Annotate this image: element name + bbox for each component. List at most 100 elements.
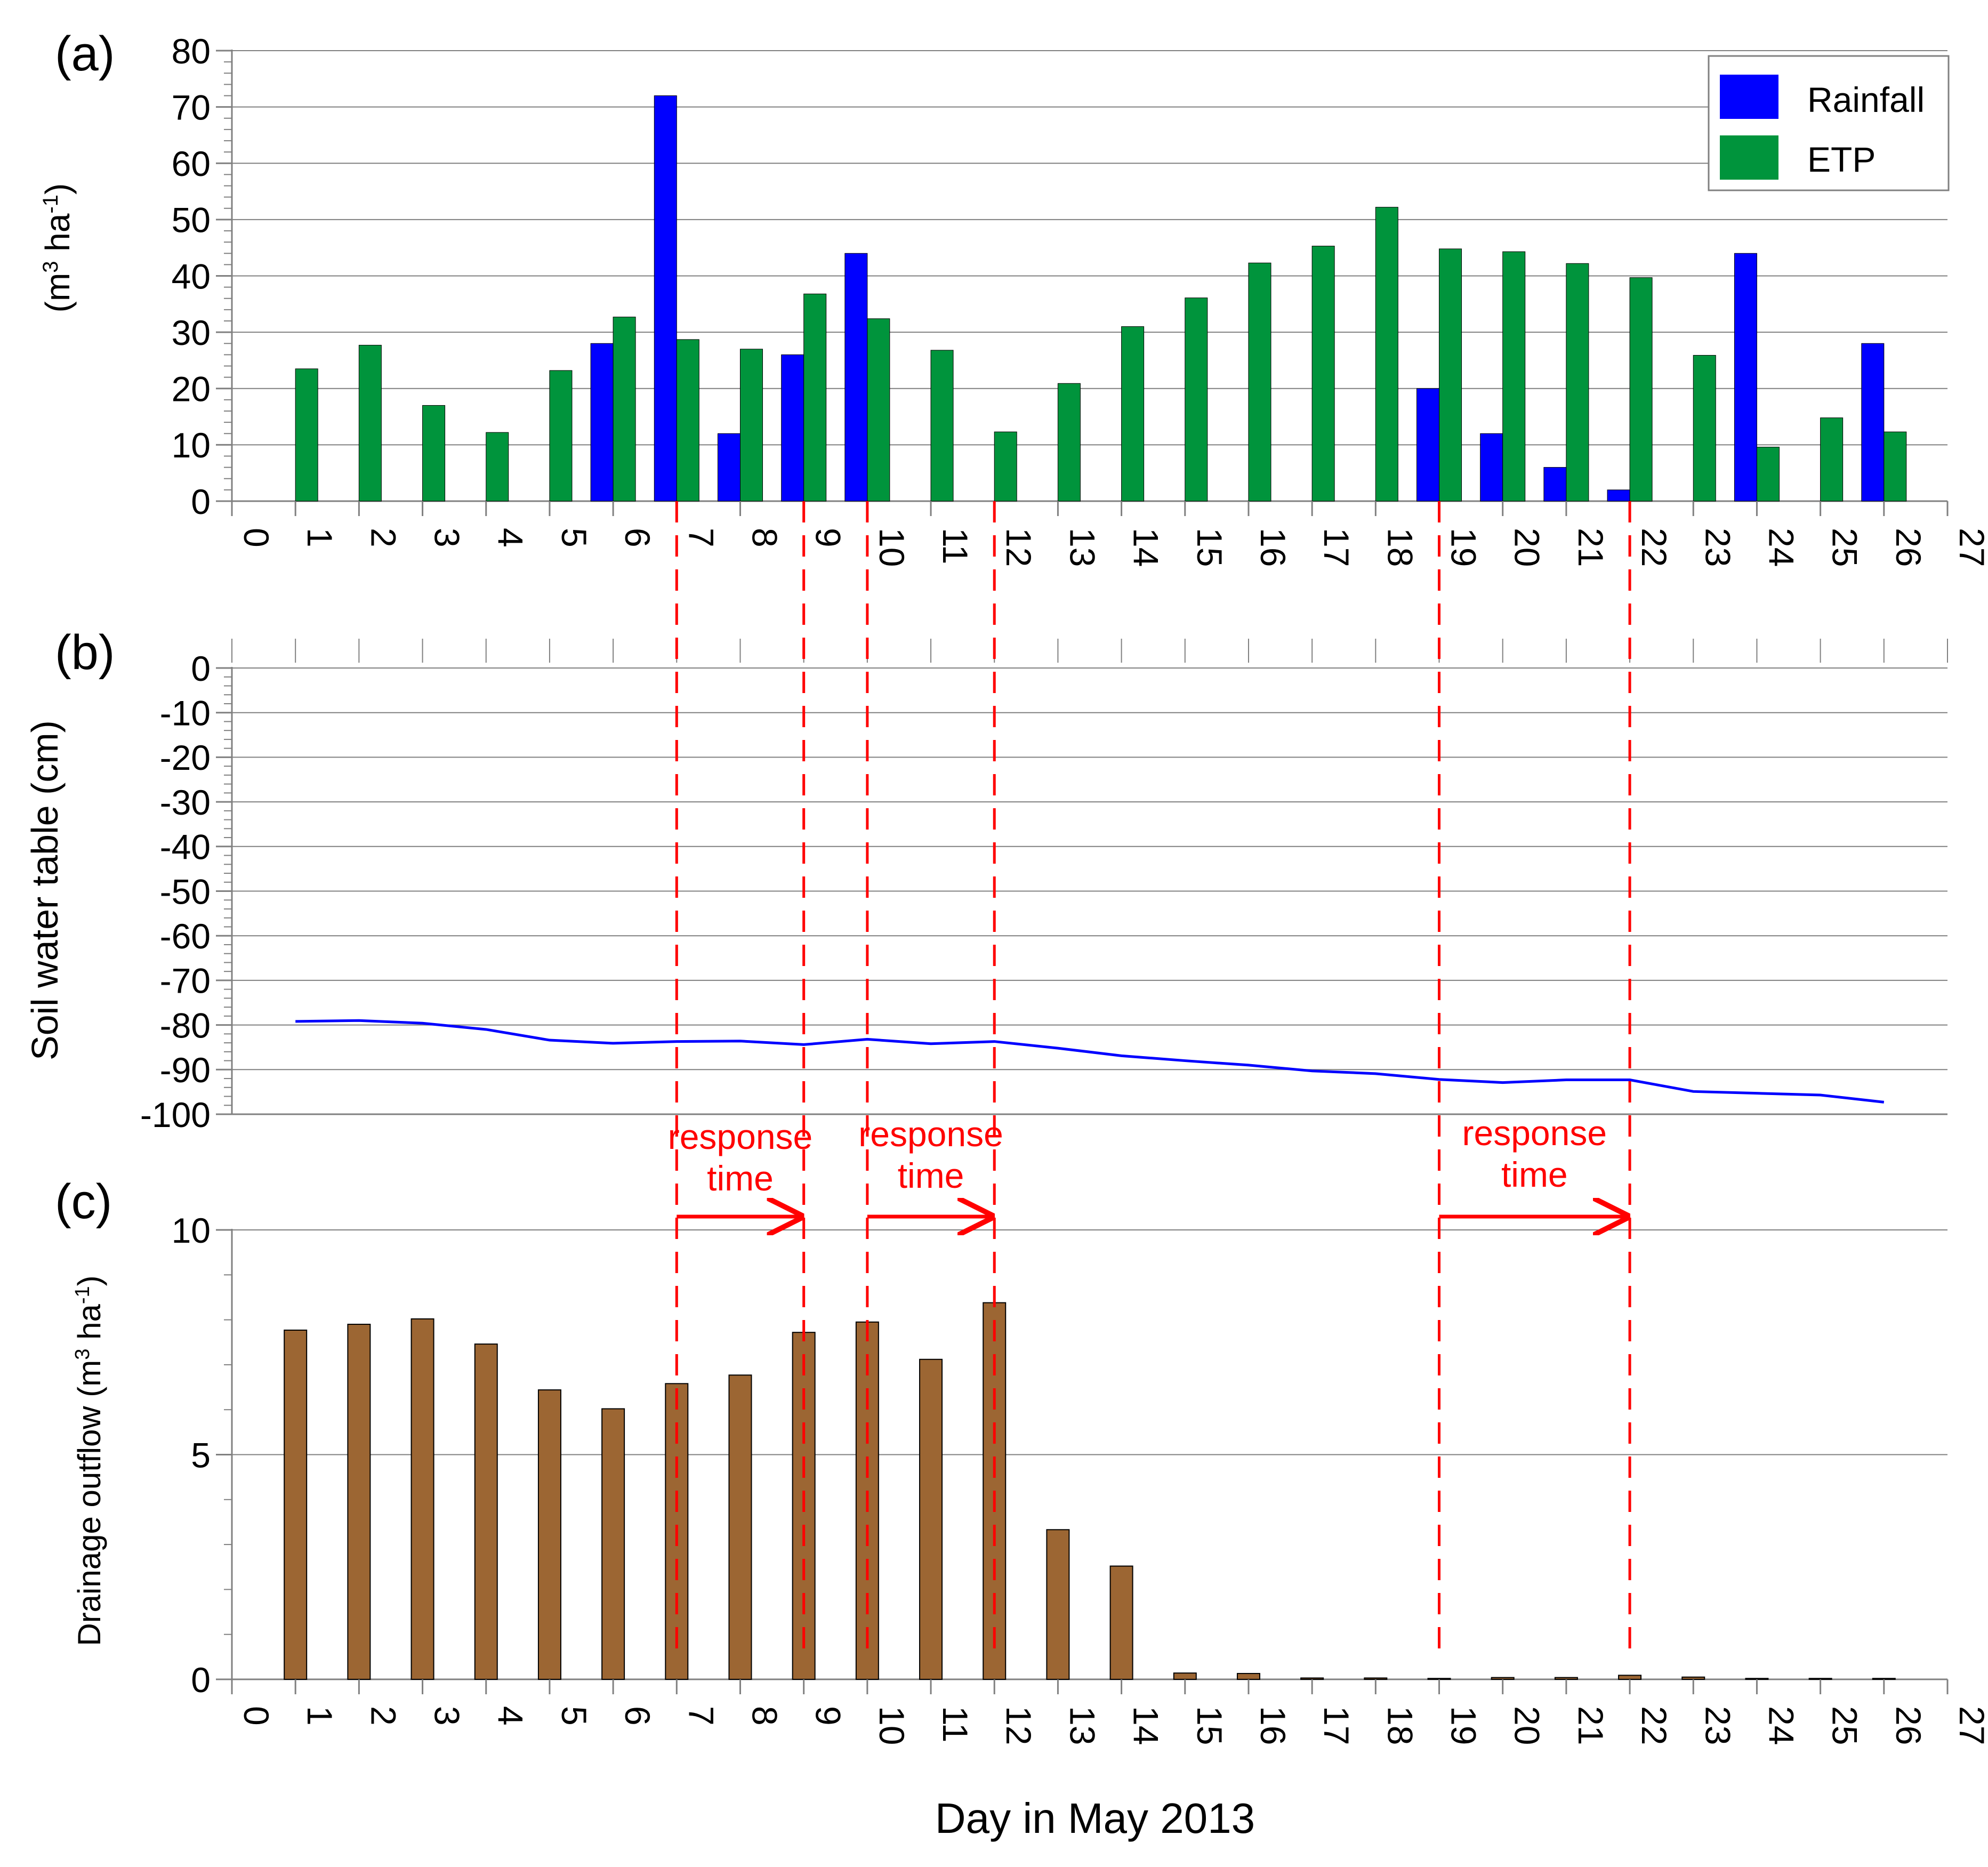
legend: Rainfall ETP [1708,55,1950,191]
etp-bar [1057,383,1081,502]
x-tick-label: 13 [1063,528,1102,567]
x-tick-label: 26 [1889,1706,1928,1745]
etp-bar [422,405,446,502]
x-tick-label: 5 [554,1706,594,1726]
panel-c-y-ticks: 0 5 10 [172,1211,1947,1700]
x-tick-label: 12 [999,1706,1039,1745]
panel-c-bars [284,1302,1896,1680]
etp-bar [1629,277,1653,502]
x-tick-label: 27 [1952,1706,1988,1745]
drainage-bar [537,1389,561,1680]
x-tick-label: 23 [1698,1706,1737,1745]
x-tick-label: 21 [1571,528,1611,567]
rainfall-bar [1416,388,1440,502]
x-tick-label: 9 [809,528,848,548]
rainfall-bar [590,343,614,502]
panel-a-y-ticks: 0 10 20 30 40 50 60 70 80 [172,31,1947,521]
x-tick-label: 9 [809,1706,848,1726]
x-tick-label: 18 [1380,528,1420,567]
x-tick-label: 12 [999,528,1039,567]
x-tick-label: 3 [428,1706,467,1726]
etp-bar [1756,447,1780,502]
x-tick-label: 7 [681,528,721,548]
drainage-bar [919,1358,943,1680]
etp-bar [486,432,509,502]
drainage-bar [1109,1565,1133,1680]
drainage-bar [601,1408,625,1680]
x-tick-label: 14 [1126,528,1166,567]
x-tick-label: 5 [554,528,594,548]
drainage-bar [284,1329,308,1680]
y-tick-label: -80 [160,1005,211,1045]
rainfall-bar [654,95,677,502]
legend-label-etp: ETP [1807,140,1876,179]
panel-b-water-table-chart: 0 -10 -20 -30 -40 -50 -60 -70-80 -90 -100 (b) Soi… [24,625,1948,1134]
panel-a-y-axis-label: (m3 ha-1) [38,183,77,313]
y-tick-label: -100 [140,1095,211,1134]
y-tick-label: 50 [172,200,211,240]
x-tick-label: 21 [1571,1706,1611,1745]
panel-a-label: (a) [55,27,115,81]
x-tick-label: 2 [364,528,403,548]
etp-bar [803,293,827,502]
drainage-bar [1872,1678,1896,1680]
y-tick-label: 20 [172,369,211,409]
rainfall-bar [1607,489,1630,502]
x-tick-label: 17 [1317,528,1356,567]
panel-b-gridlines [232,667,1947,1115]
legend-swatch-etp [1720,135,1778,180]
drainage-bar [728,1374,752,1680]
etp-bar [1566,263,1589,502]
x-tick-label: 11 [936,528,975,565]
response-label-line1: response [1462,1113,1607,1153]
legend-label-rainfall: Rainfall [1807,80,1925,119]
x-tick-label: 19 [1444,528,1484,567]
panel-c-x-tick-labels: 0 1 2 3 4 5 6 7 8 9 10 11 12 13 14 15 16 17 18 19 20 21 22 23 24… [231,1679,1988,1745]
etp-bar [1311,246,1335,502]
x-tick-label: 2 [364,1706,403,1726]
y-tick-label: -30 [160,783,211,822]
x-tick-label: 4 [491,528,530,548]
x-tick-label: 26 [1889,528,1928,567]
y-tick-label: 60 [172,144,211,183]
response-label-line1: response [668,1117,813,1156]
rainfall-bar [844,253,868,502]
etp-bar [676,339,699,502]
water-table-line [295,1019,1885,1104]
x-tick-label: 6 [618,1706,657,1726]
y-tick-label: 10 [172,1211,211,1250]
drainage-bar [1236,1673,1260,1680]
x-tick-label: 24 [1761,1706,1801,1745]
drainage-bar [1554,1677,1578,1680]
y-tick-label: 80 [172,31,211,71]
etp-bar [1820,417,1844,502]
x-tick-label: 19 [1444,1706,1484,1745]
x-tick-label: 20 [1508,528,1547,567]
y-tick-label: -90 [160,1050,211,1090]
y-tick-label: 0 [191,649,211,688]
panel-a-x-tick-labels: 0 1 2 3 4 5 6 7 8 9 10 11 12 13 14 15 16 17 18 19 20 21 22 23 24… [231,501,1988,567]
x-tick-label: 7 [681,1706,721,1726]
rainfall-bar [1861,343,1885,502]
x-tick-label: 4 [491,1706,530,1726]
drainage-bar [1364,1677,1388,1680]
x-tick-label: 10 [872,1706,912,1745]
panel-c-y-axis-label: Drainage outflow (m3 ha-1) [71,1275,107,1646]
y-tick-label: -50 [160,872,211,911]
etp-bar [867,318,890,502]
rainfall-bar [781,354,804,502]
drainage-bar [1300,1677,1324,1680]
y-tick-label: 5 [191,1435,211,1475]
rainfall-bar [717,433,741,502]
drainage-bar [1808,1678,1832,1680]
x-tick-label: 22 [1635,1706,1674,1745]
y-tick-label: -70 [160,961,211,1001]
etp-bar [1884,431,1907,502]
x-tick-label: 17 [1317,1706,1356,1745]
x-tick-label: 8 [745,528,784,548]
etp-bar [1375,207,1398,502]
x-tick-label: 25 [1825,528,1865,567]
